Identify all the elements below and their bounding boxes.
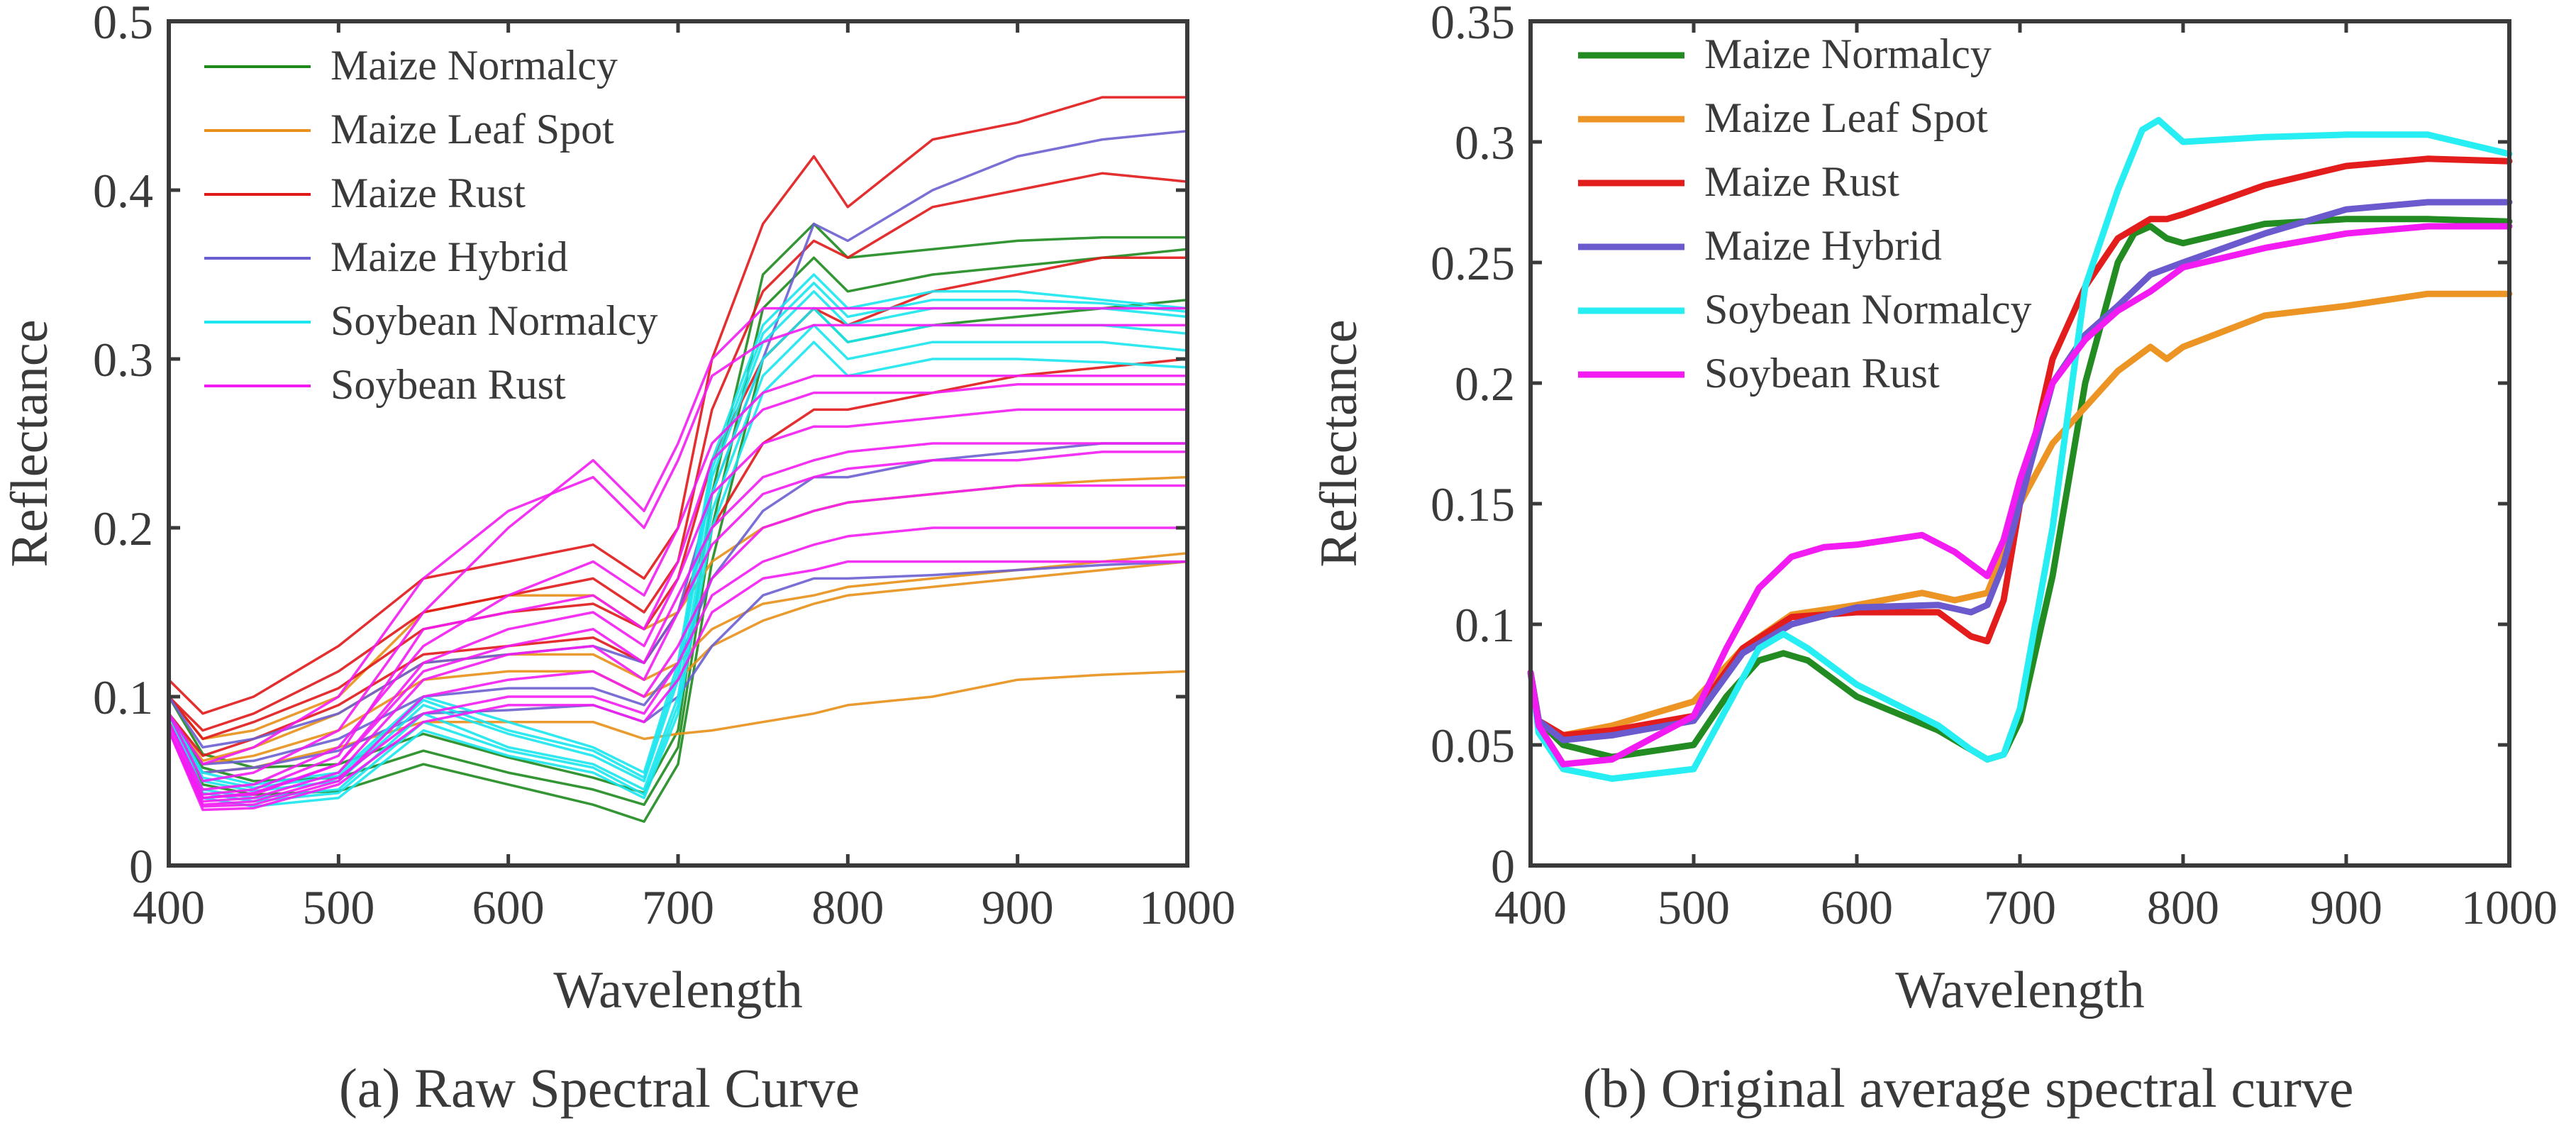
panel-a-series-soybean-rust-curve-10 bbox=[167, 442, 1189, 800]
panel-a-series-soybean-rust-curve-5 bbox=[167, 484, 1189, 808]
panel-a-legend-item-soybean-normalcy: Soybean Normalcy bbox=[204, 297, 658, 344]
panel-a-series-soybean-rust-curve-6 bbox=[167, 382, 1189, 796]
panel-b-y-tick-label: 0.3 bbox=[1455, 116, 1515, 170]
panel-b-legend-item-soybean-normalcy: Soybean Normalcy bbox=[1578, 286, 2032, 333]
panel-b-series-soybean-normalcy bbox=[1527, 116, 2513, 783]
panel-a-legend: Maize Normalcy Maize Leaf Spot Maize Rust M… bbox=[204, 42, 658, 408]
panel-a-ticks bbox=[167, 19, 1189, 868]
panel-a-y-tick-label: 0.5 bbox=[93, 0, 153, 49]
panel-a-x-axis-label: Wavelength bbox=[553, 961, 803, 1019]
panel-a-legend-item-maize-rust: Maize Rust bbox=[204, 170, 526, 216]
panel-b-x-tick-label: 400 bbox=[1494, 880, 1567, 934]
legend-label: Maize Leaf Spot bbox=[1704, 94, 1988, 141]
panel-b-series-maize-rust bbox=[1527, 155, 2513, 739]
panel-a-series-soybean-rust-curve-1 bbox=[167, 306, 1189, 783]
panel-b-y-tick-label: 0.25 bbox=[1431, 236, 1515, 290]
legend-label: Maize Hybrid bbox=[331, 233, 568, 280]
panel-a-x-tick-label: 500 bbox=[302, 880, 374, 934]
panel-b-y-axis-label: Reflectance bbox=[1310, 319, 1368, 567]
panel-b-y-tick-label: 0 bbox=[1491, 839, 1515, 893]
panel-b-legend-item-maize-leaf-spot: Maize Leaf Spot bbox=[1578, 94, 1988, 141]
panel-b-legend-item-maize-rust: Maize Rust bbox=[1578, 158, 1899, 205]
panel-a-x-tick-label: 700 bbox=[642, 880, 714, 934]
legend-label: Maize Rust bbox=[1704, 158, 1899, 205]
panel-b-plot-area bbox=[1531, 21, 2509, 866]
panel-a-x-tick-labels: 400 500 600 700 800 900 1000 bbox=[133, 880, 1236, 934]
legend-label: Maize Normalcy bbox=[331, 42, 618, 89]
panel-a-series-soybean-normalcy-curve-3 bbox=[167, 341, 1189, 808]
legend-label: Maize Hybrid bbox=[1704, 222, 1942, 269]
panel-b-y-tick-label: 0.05 bbox=[1431, 719, 1515, 773]
panel-a-series-soybean-rust-curve-9 bbox=[167, 324, 1189, 765]
panel-a-y-axis-label: Reflectance bbox=[1, 319, 59, 567]
panel-a-series-maize-leaf-spot-curve-3 bbox=[167, 670, 1189, 774]
panel-a-series-soybean-rust-curve-7 bbox=[167, 526, 1189, 807]
legend-label: Soybean Normalcy bbox=[331, 297, 658, 344]
panel-a-curves bbox=[167, 96, 1189, 823]
panel-b-y-tick-label: 0.35 bbox=[1431, 0, 1515, 49]
panel-b-y-tick-labels: 0 0.05 0.1 0.15 0.2 0.25 0.3 0.35 bbox=[1431, 0, 1515, 893]
panel-a-series-soybean-rust-curve-8 bbox=[167, 560, 1189, 812]
panel-b-x-tick-label: 900 bbox=[2310, 880, 2382, 934]
panel-a-y-tick-label: 0.3 bbox=[93, 333, 153, 387]
panel-a-x-tick-label: 600 bbox=[472, 880, 545, 934]
panel-b-y-tick-label: 0.1 bbox=[1455, 598, 1515, 652]
panel-b-chart: 400 500 600 700 800 900 1000 0 0.05 0.1 0.15 0.2 0.… bbox=[1310, 0, 2558, 1119]
panel-a-x-tick-label: 1000 bbox=[1139, 880, 1236, 934]
panel-a-y-tick-label: 0.4 bbox=[93, 164, 153, 218]
panel-a-x-tick-label: 900 bbox=[982, 880, 1054, 934]
panel-a-y-tick-label: 0.1 bbox=[93, 670, 153, 724]
legend-label: Soybean Normalcy bbox=[1704, 286, 2032, 333]
panel-b-curves bbox=[1527, 116, 2513, 783]
panel-b-x-tick-label: 500 bbox=[1658, 880, 1730, 934]
panel-b-x-tick-label: 800 bbox=[2147, 880, 2219, 934]
legend-label: Maize Normalcy bbox=[1704, 31, 1992, 77]
panel-b-ticks bbox=[1528, 19, 2511, 868]
panel-a-chart: 400 500 600 700 800 900 1000 00.10.20.30.40.5 … bbox=[1, 0, 1236, 1119]
panel-b-legend-item-soybean-rust: Soybean Rust bbox=[1578, 350, 1940, 397]
panel-b-x-tick-label: 1000 bbox=[2461, 880, 2558, 934]
panel-a-series-soybean-rust-curve-4 bbox=[167, 450, 1189, 803]
legend-label: Soybean Rust bbox=[1704, 350, 1940, 397]
panel-a-legend-item-soybean-rust: Soybean Rust bbox=[204, 361, 566, 408]
panel-a-y-tick-label: 0.2 bbox=[93, 502, 153, 555]
panel-b-legend: Maize Normalcy Maize Leaf Spot Maize Rust M… bbox=[1578, 31, 2032, 397]
panel-a-x-tick-label: 400 bbox=[133, 880, 205, 934]
panel-a-legend-item-maize-hybrid: Maize Hybrid bbox=[204, 233, 568, 280]
panel-a-caption: (a) Raw Spectral Curve bbox=[339, 1057, 860, 1119]
panel-a-y-tick-label: 0 bbox=[129, 839, 153, 893]
panel-b-x-tick-label: 600 bbox=[1821, 880, 1893, 934]
legend-label: Soybean Rust bbox=[331, 361, 566, 408]
panel-a-series-soybean-rust-curve-2 bbox=[167, 375, 1189, 791]
panel-a-y-tick-labels: 0 0.1 0.2 0.3 0.4 0.5 bbox=[93, 0, 153, 893]
legend-label: Maize Leaf Spot bbox=[331, 106, 614, 153]
panel-b-caption: (b) Original average spectral curve bbox=[1582, 1057, 2353, 1119]
legend-label: Maize Rust bbox=[331, 170, 526, 216]
panel-b-legend-item-maize-normalcy: Maize Normalcy bbox=[1578, 31, 1992, 77]
panel-b-x-tick-labels: 400 500 600 700 800 900 1000 bbox=[1494, 880, 2558, 934]
panel-b-series-maize-hybrid bbox=[1527, 199, 2513, 743]
panel-a-legend-item-maize-leaf-spot: Maize Leaf Spot bbox=[204, 106, 614, 153]
panel-b-y-tick-label: 0.2 bbox=[1455, 357, 1515, 411]
panel-b-y-tick-label: 0.15 bbox=[1431, 477, 1515, 531]
panel-a-legend-item-maize-normalcy: Maize Normalcy bbox=[204, 42, 618, 89]
panel-b-legend-item-maize-hybrid: Maize Hybrid bbox=[1578, 222, 1942, 269]
panel-a-x-tick-label: 800 bbox=[811, 880, 884, 934]
panel-a-series-maize-normalcy-curve-3 bbox=[167, 222, 1189, 795]
panel-b-x-tick-label: 700 bbox=[1984, 880, 2056, 934]
panel-b-x-axis-label: Wavelength bbox=[1895, 961, 2145, 1019]
panel-a-series-soybean-normalcy-curve-5 bbox=[167, 324, 1189, 803]
panel-b-series-soybean-rust bbox=[1527, 223, 2513, 768]
